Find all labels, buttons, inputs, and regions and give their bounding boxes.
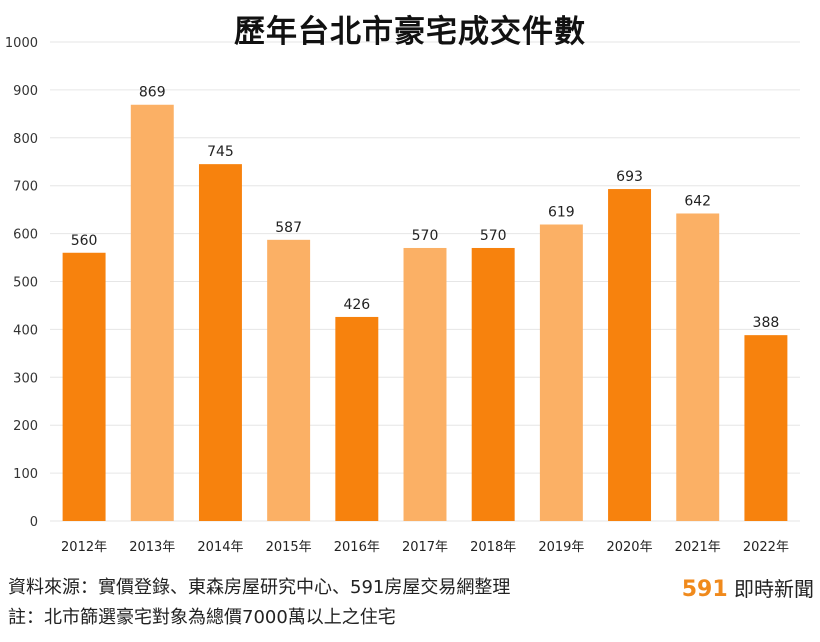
y-tick-label: 500 (13, 276, 38, 291)
y-tick-label: 800 (13, 132, 38, 147)
data-label: 869 (139, 85, 166, 101)
x-tick-label: 2020年 (606, 540, 652, 555)
y-tick-label: 600 (13, 228, 38, 243)
x-tick-label: 2021年 (675, 540, 721, 555)
brand-logo: 591 即時新聞 (682, 573, 814, 602)
x-tick-label: 2019年 (538, 540, 584, 555)
y-tick-label: 200 (13, 419, 38, 434)
x-tick-label: 2022年 (743, 540, 789, 555)
data-label: 570 (412, 228, 439, 244)
brand-text: 即時新聞 (734, 577, 814, 601)
x-tick-label: 2013年 (129, 540, 175, 555)
bar (744, 335, 788, 521)
bar (130, 104, 174, 522)
data-label: 693 (616, 169, 643, 185)
bar (539, 224, 583, 521)
y-tick-label: 700 (13, 180, 38, 195)
bar (335, 316, 379, 521)
y-tick-label: 300 (13, 371, 38, 386)
chart-title: 歷年台北市豪宅成交件數 (234, 14, 586, 50)
footnote: 註：北市篩選豪宅對象為總價7000萬以上之住宅 (8, 607, 396, 628)
bar (403, 247, 447, 521)
y-tick-label: 100 (13, 467, 38, 482)
brand-number: 591 (681, 577, 728, 602)
x-tick-label: 2012年 (61, 540, 107, 555)
x-tick-label: 2014年 (197, 540, 243, 555)
y-tick-label: 0 (30, 515, 38, 530)
bar (62, 252, 106, 521)
bar (608, 189, 652, 522)
bar (471, 247, 515, 521)
data-label: 426 (343, 297, 370, 313)
data-label: 388 (753, 315, 780, 331)
data-label: 560 (71, 233, 98, 249)
x-tick-label: 2018年 (470, 540, 516, 555)
bar (676, 213, 720, 521)
x-tick-label: 2015年 (266, 540, 312, 555)
x-tick-label: 2016年 (334, 540, 380, 555)
x-tick-label: 2017年 (402, 540, 448, 555)
data-label: 642 (684, 193, 711, 209)
data-label: 570 (480, 228, 507, 244)
y-tick-label: 400 (13, 323, 38, 338)
source-note: 資料來源：實價登錄、東森房屋研究中心、591房屋交易網整理 (8, 577, 511, 598)
data-label: 619 (548, 204, 575, 220)
bar (267, 239, 311, 521)
data-label: 587 (275, 220, 302, 236)
y-tick-label: 900 (13, 84, 38, 99)
y-tick-label: 1000 (5, 36, 38, 51)
bar (198, 164, 242, 521)
data-label: 745 (207, 144, 234, 160)
